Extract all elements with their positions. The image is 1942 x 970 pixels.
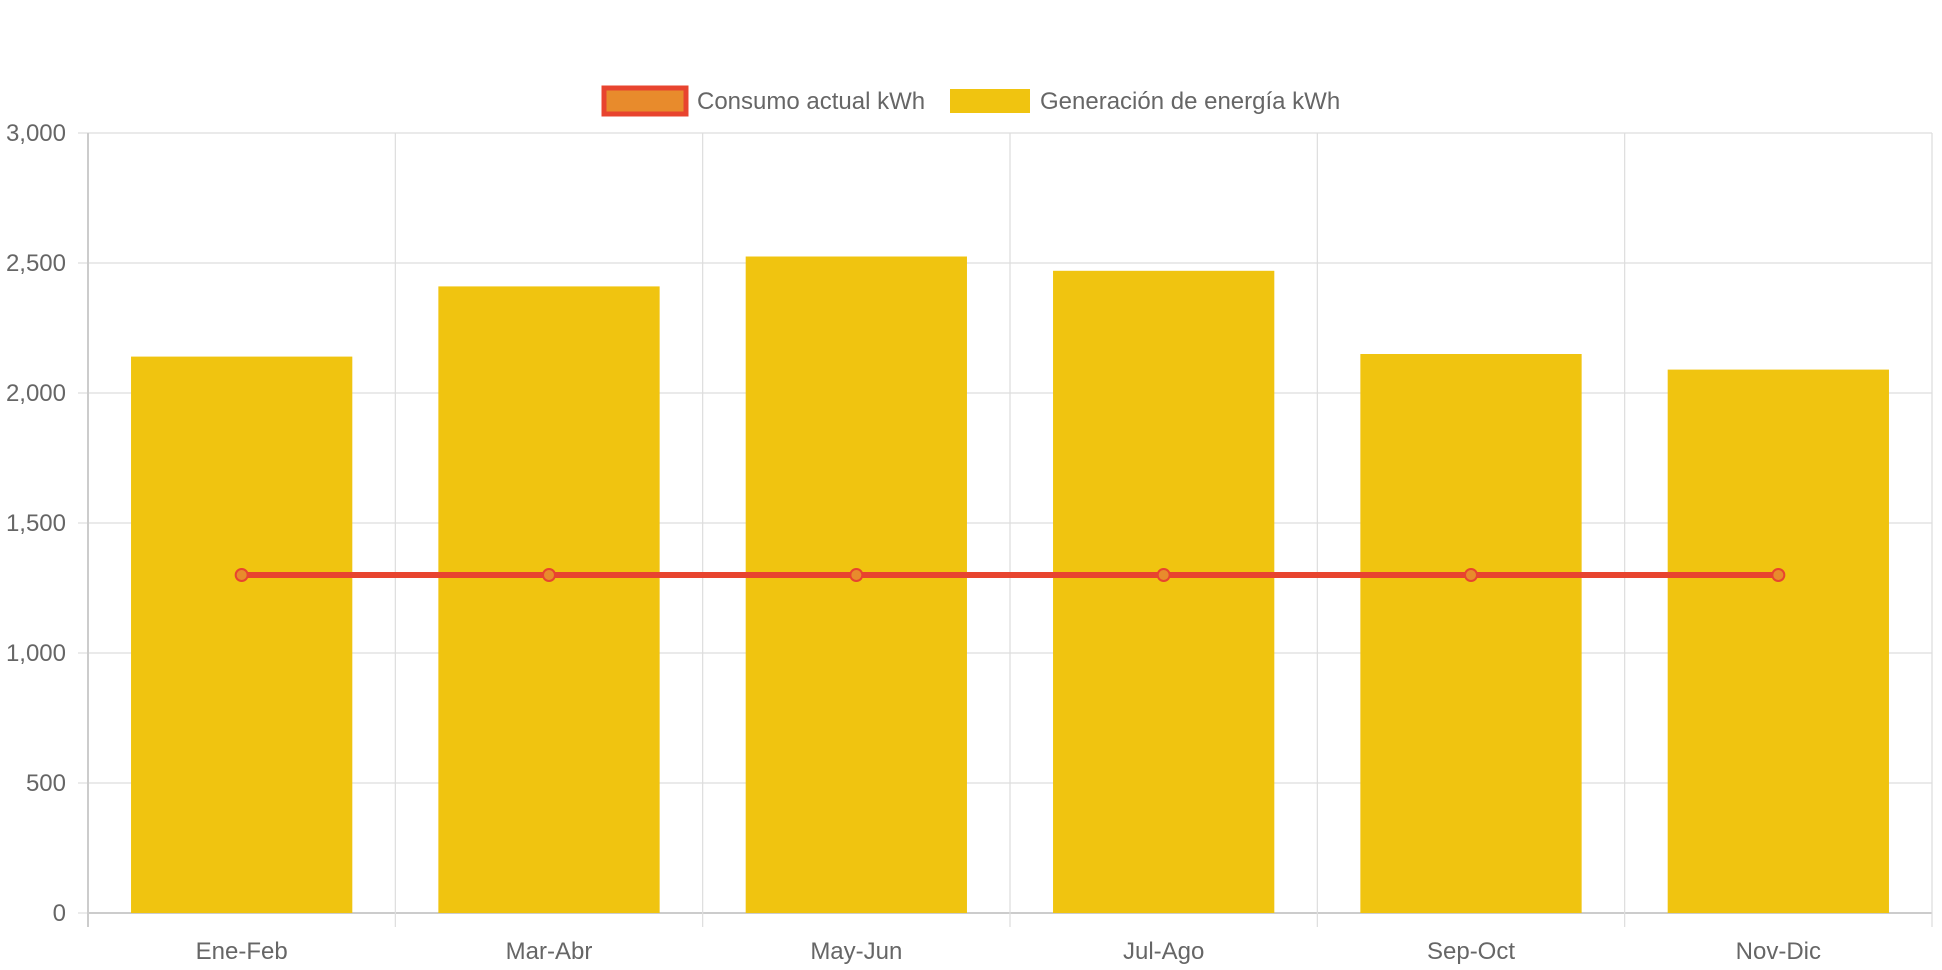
y-tick-label: 3,000 (6, 120, 66, 147)
consumo-point-may-jun[interactable] (849, 568, 864, 582)
legend-swatch-consumo (601, 85, 689, 117)
bar-layer (131, 256, 1889, 914)
bar-ene-feb[interactable] (131, 356, 353, 914)
legend-item-generacion[interactable]: Generación de energía kWh (950, 88, 1340, 115)
consumo-point-ene-feb[interactable] (234, 568, 249, 582)
x-tick-label: Mar-Abr (506, 938, 593, 965)
y-tick-label: 1,500 (6, 510, 66, 537)
bar-jul-ago[interactable] (1053, 270, 1275, 913)
x-tick-label: Sep-Oct (1427, 938, 1515, 965)
legend-label-generacion: Generación de energía kWh (1040, 88, 1340, 115)
bar-may-jun[interactable] (745, 256, 967, 914)
bar-mar-abr[interactable] (438, 286, 660, 913)
x-tick-label: Ene-Feb (196, 938, 288, 965)
x-tick-label: Jul-Ago (1123, 938, 1204, 965)
consumo-point-jul-ago[interactable] (1156, 568, 1171, 582)
legend-label-consumo: Consumo actual kWh (697, 88, 925, 115)
legend: Consumo actual kWh Generación de energía… (601, 85, 1340, 117)
grid-layer (78, 132, 1933, 927)
consumo-point-sep-oct[interactable] (1464, 568, 1478, 582)
x-tick-label: Nov-Dic (1736, 938, 1821, 965)
y-tick-label: 1,000 (6, 640, 66, 667)
y-tick-label: 500 (26, 770, 66, 797)
y-tick-label: 0 (53, 900, 66, 927)
y-tick-label: 2,500 (6, 250, 66, 277)
legend-swatch-generacion (950, 89, 1030, 113)
axis-layer: 0 500 1,000 1,500 2,000 2,500 3,000 Ene-Feb Mar-… (6, 120, 1821, 965)
bar-sep-oct[interactable] (1360, 354, 1582, 913)
legend-item-consumo[interactable]: Consumo actual kWh (601, 85, 925, 117)
x-tick-label: May-Jun (810, 938, 902, 965)
line-layer (234, 568, 1786, 582)
consumo-point-nov-dic[interactable] (1771, 568, 1786, 582)
y-tick-label: 2,000 (6, 380, 66, 407)
consumo-point-mar-abr[interactable] (542, 568, 556, 582)
bar-nov-dic[interactable] (1667, 369, 1889, 914)
